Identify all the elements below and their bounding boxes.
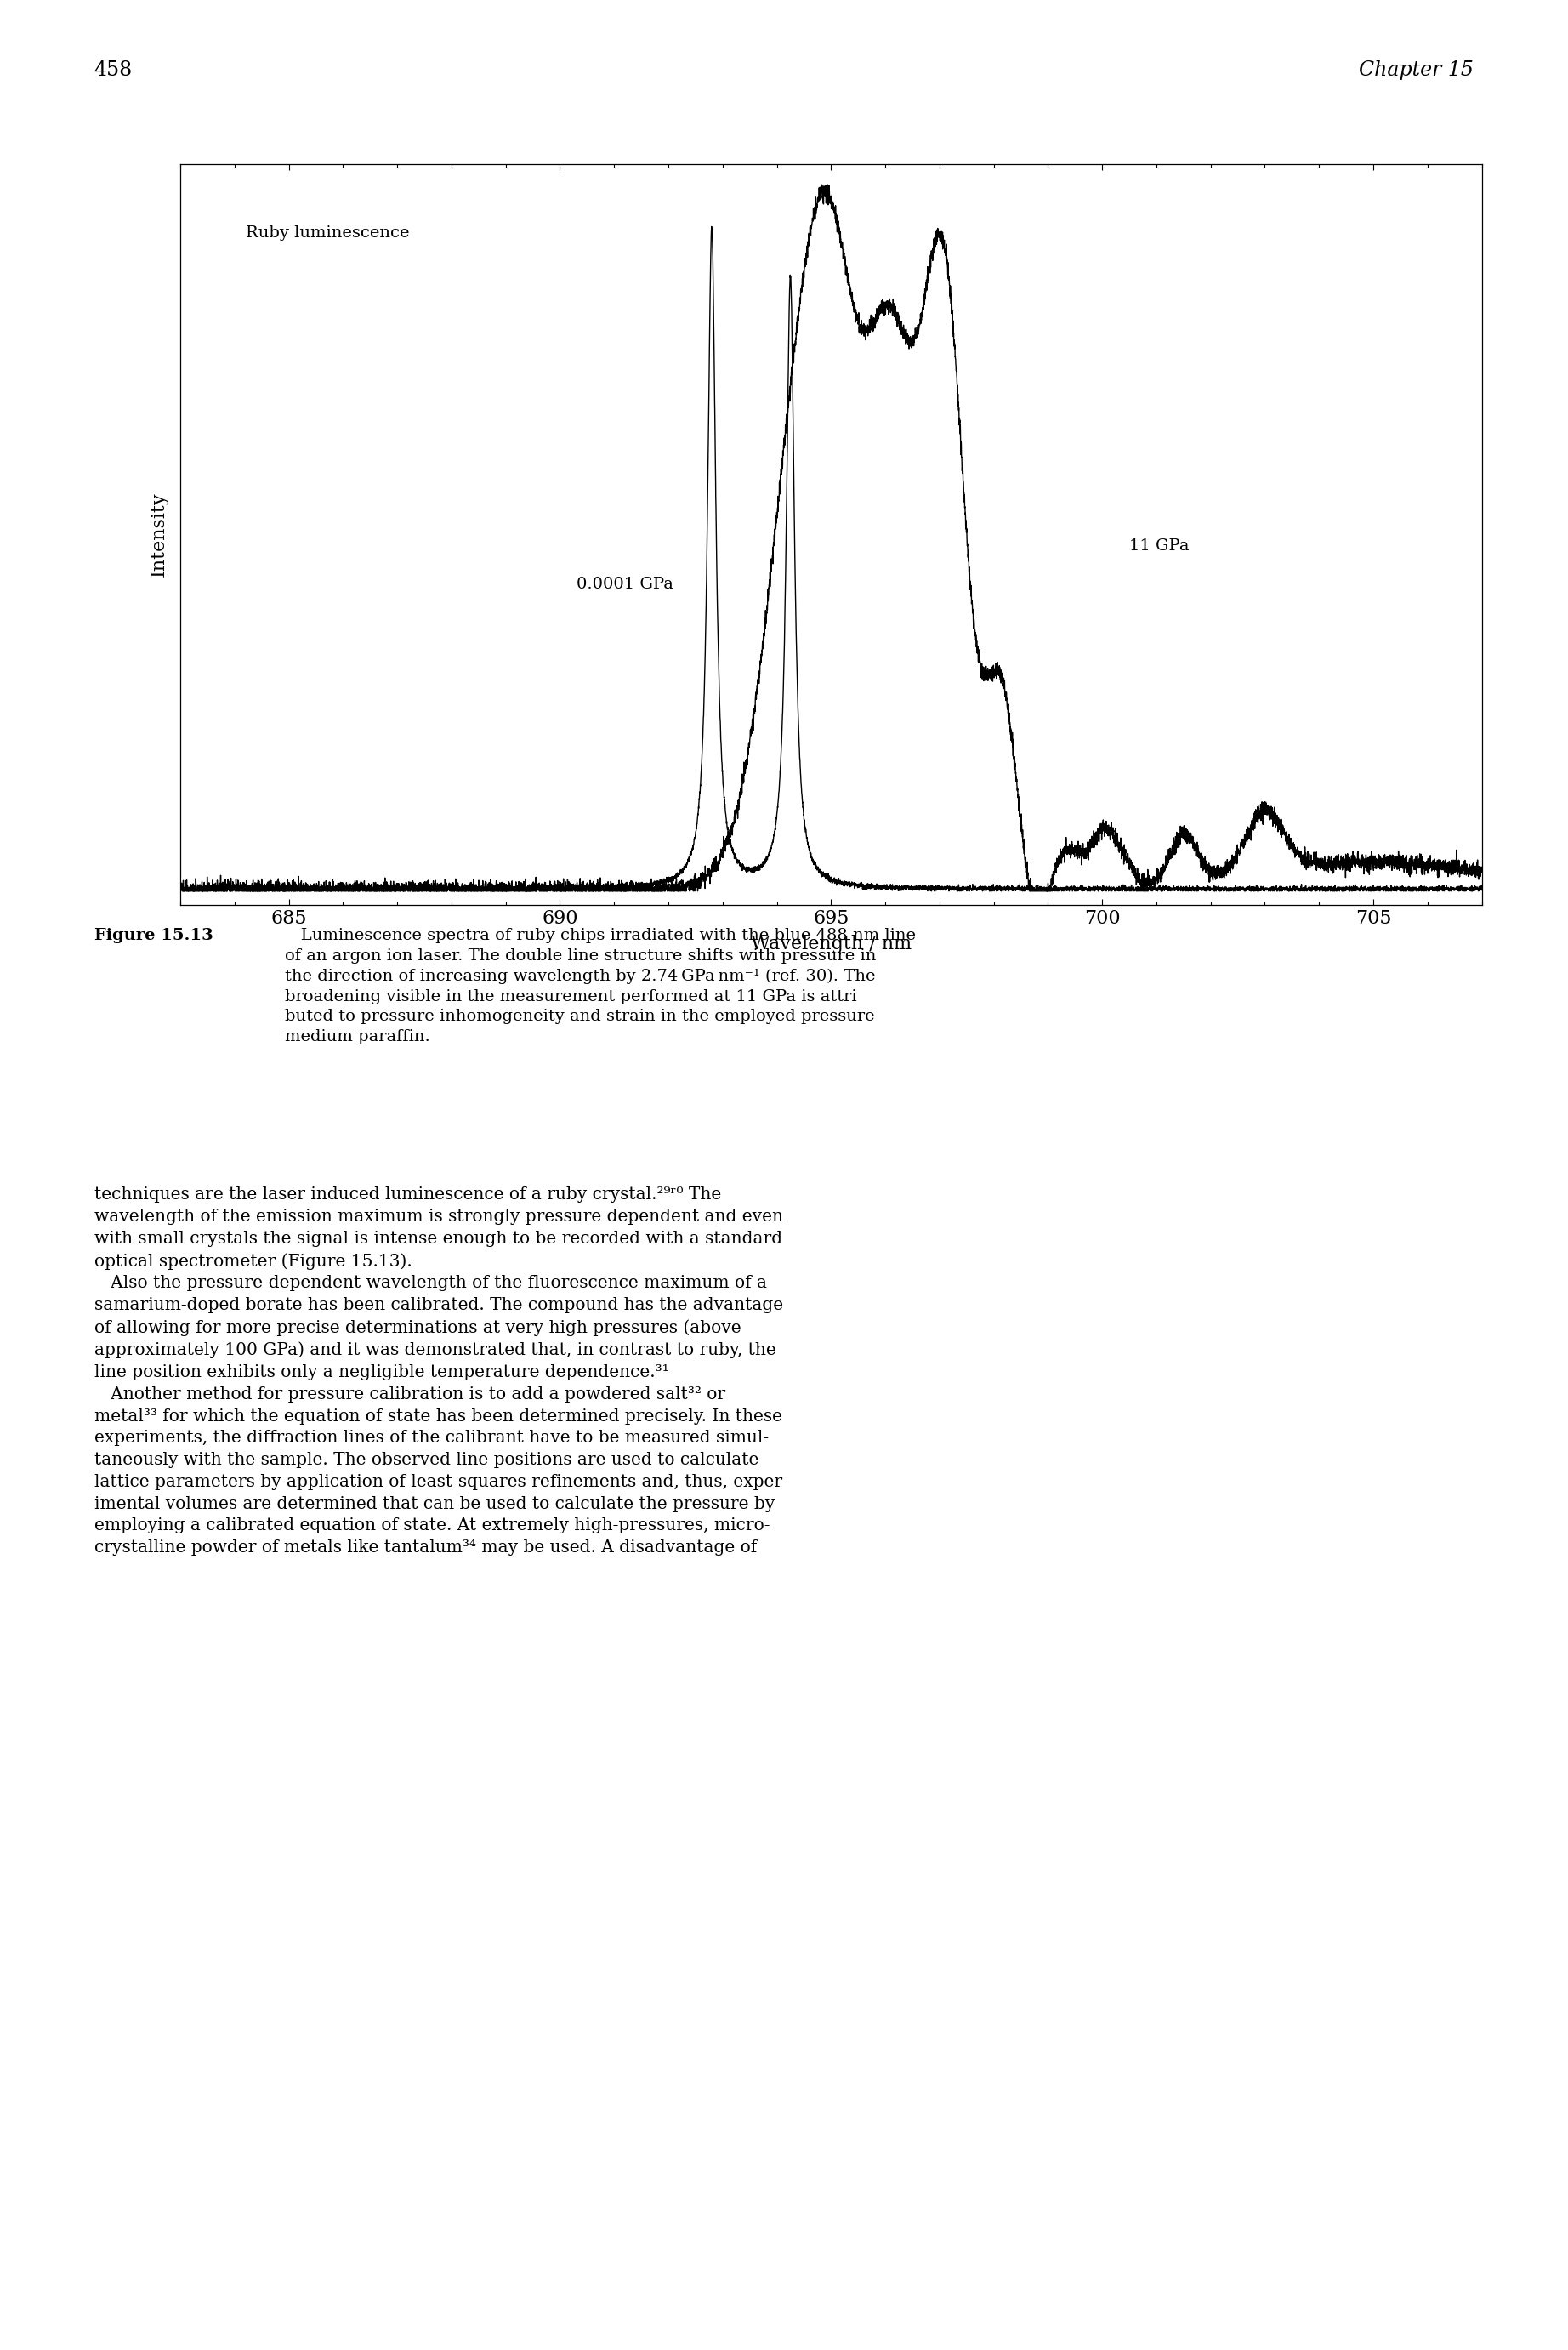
X-axis label: Wavelength / nm: Wavelength / nm	[751, 935, 911, 954]
Text: 11 GPa: 11 GPa	[1129, 538, 1189, 552]
Text: Luminescence spectra of ruby chips irradiated with the blue 488 nm line
of an ar: Luminescence spectra of ruby chips irrad…	[284, 928, 916, 1043]
Y-axis label: Intensity: Intensity	[151, 491, 168, 578]
Text: 458: 458	[94, 61, 133, 80]
Text: Ruby luminescence: Ruby luminescence	[246, 226, 409, 242]
Text: Chapter 15: Chapter 15	[1359, 61, 1474, 80]
Text: Figure 15.13: Figure 15.13	[94, 928, 213, 945]
Text: 0.0001 GPa: 0.0001 GPa	[577, 578, 673, 592]
Text: techniques are the laser induced luminescence of a ruby crystal.²⁹ʳ⁰ The
wavelen: techniques are the laser induced lumines…	[94, 1187, 787, 1556]
